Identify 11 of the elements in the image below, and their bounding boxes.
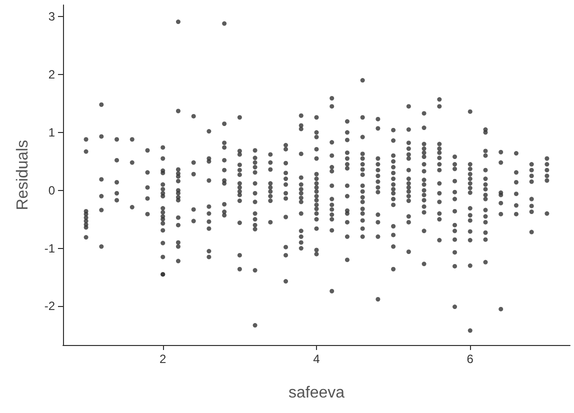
x-tick-label: 6	[466, 352, 474, 366]
x-axis-title: safeeva	[288, 384, 345, 402]
y-tick-label: 0	[48, 183, 56, 198]
y-tick-label: 1	[48, 125, 56, 140]
x-tick-label: 2	[160, 352, 167, 366]
y-tick-label: -1	[44, 241, 56, 256]
y-tick-label: 3	[48, 10, 56, 24]
y-tick-label: -2	[44, 299, 56, 314]
y-axis-title: Residuals	[14, 140, 32, 210]
x-tick-label: 4	[313, 352, 320, 366]
y-tick-label: 2	[48, 68, 56, 82]
